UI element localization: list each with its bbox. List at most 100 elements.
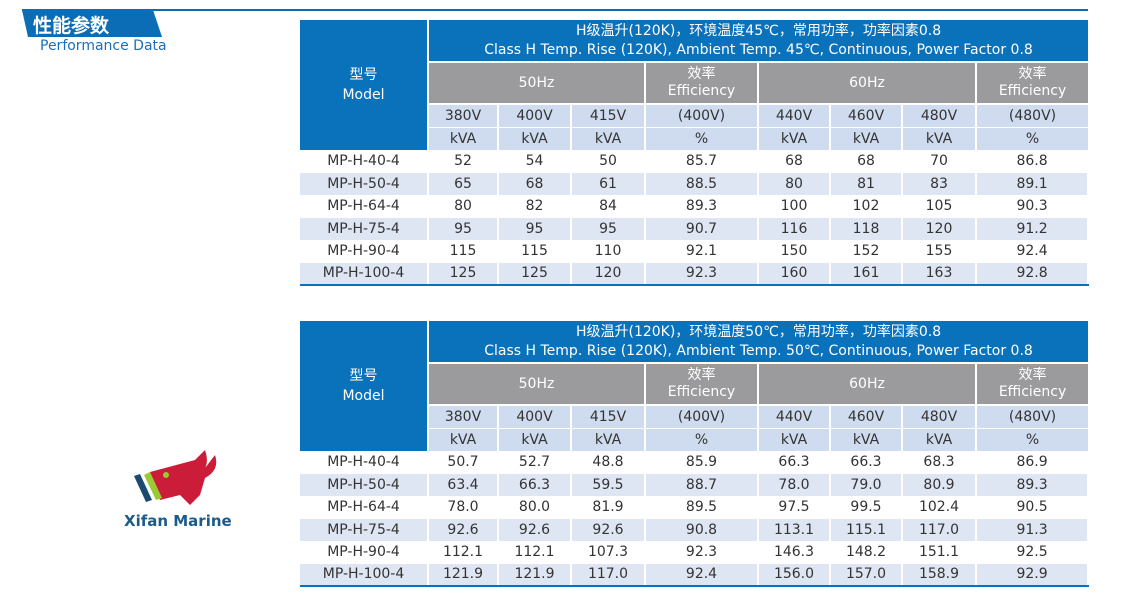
value-cell: 92.3	[645, 262, 759, 286]
value-cell: 118	[830, 217, 903, 240]
value-cell: 91.2	[976, 217, 1090, 240]
value-cell: 105	[902, 195, 977, 218]
value-cell: 95	[498, 217, 572, 240]
value-cell: 90.3	[976, 195, 1090, 218]
value-cell: 92.9	[976, 563, 1090, 587]
unit-header: kVA	[830, 427, 903, 451]
value-cell: 99.5	[830, 496, 903, 519]
value-cell: 92.4	[645, 563, 759, 587]
voltage-header: 460V	[830, 404, 903, 428]
table-row: MP-H-90-4 112.1 112.1 107.3 92.3 146.3 148.2 15…	[300, 541, 1090, 564]
value-cell: 112.1	[428, 541, 499, 564]
value-cell: 86.8	[976, 150, 1090, 173]
voltage-header: (400V)	[645, 103, 759, 127]
table-row: MP-H-75-4 95 95 95 90.7 116 118 120 91.2	[300, 217, 1090, 240]
model-cell: MP-H-50-4	[300, 172, 429, 195]
value-cell: 81.9	[571, 496, 646, 519]
value-cell: 80	[758, 172, 831, 195]
model-cell: MP-H-50-4	[300, 473, 429, 496]
eff-cn: 效率	[687, 66, 716, 82]
voltage-header: 400V	[498, 404, 572, 428]
value-cell: 117.0	[902, 518, 977, 541]
value-cell: 78.0	[428, 496, 499, 519]
value-cell: 92.6	[428, 518, 499, 541]
unit-header: %	[645, 427, 759, 451]
table-row: MP-H-100-4 121.9 121.9 117.0 92.4 156.0 157.0 1…	[300, 563, 1090, 587]
value-cell: 52	[428, 150, 499, 173]
value-cell: 79.0	[830, 473, 903, 496]
value-cell: 82	[498, 195, 572, 218]
efficiency-header-60: 效率 Efficiency	[976, 363, 1089, 405]
value-cell: 66.3	[758, 451, 831, 474]
voltage-header: 380V	[428, 103, 499, 127]
table-title: H级温升(120K)，环境温度45℃，常用功率，功率因素0.8 Class H T…	[428, 20, 1089, 63]
table-row: MP-H-100-4 125 125 120 92.3 160 161 163 92.8	[300, 262, 1090, 286]
value-cell: 91.3	[976, 518, 1090, 541]
eff-en: Efficiency	[998, 83, 1067, 99]
value-cell: 85.7	[645, 150, 759, 173]
voltage-header: 480V	[902, 103, 977, 127]
value-cell: 54	[498, 150, 572, 173]
unit-header: kVA	[571, 126, 646, 150]
value-cell: 80	[428, 195, 499, 218]
unit-header: kVA	[758, 126, 831, 150]
model-cell: MP-H-90-4	[300, 240, 429, 263]
unit-header: %	[976, 427, 1089, 451]
value-cell: 157.0	[830, 563, 903, 587]
value-cell: 125	[498, 262, 572, 286]
unit-header: kVA	[428, 427, 499, 451]
value-cell: 120	[571, 262, 646, 286]
performance-table-2: 型号 Model H级温升(120K)，环境温度50℃，常用功率，功率因素0.8 C…	[300, 321, 1090, 587]
value-cell: 115	[428, 240, 499, 263]
eff-cn: 效率	[1018, 66, 1047, 82]
model-cell: MP-H-75-4	[300, 217, 429, 240]
unit-header: %	[645, 126, 759, 150]
value-cell: 117.0	[571, 563, 646, 587]
table-row: MP-H-64-4 80 82 84 89.3 100 102 105 90.3	[300, 195, 1090, 218]
value-cell: 92.6	[498, 518, 572, 541]
unit-header: kVA	[902, 126, 977, 150]
voltage-header: 480V	[902, 404, 977, 428]
value-cell: 88.7	[645, 473, 759, 496]
value-cell: 121.9	[428, 563, 499, 587]
value-cell: 102.4	[902, 496, 977, 519]
value-cell: 116	[758, 217, 831, 240]
value-cell: 84	[571, 195, 646, 218]
value-cell: 146.3	[758, 541, 831, 564]
table-title-en: Class H Temp. Rise (120K), Ambient Temp.…	[484, 342, 1033, 359]
value-cell: 68	[498, 172, 572, 195]
watermark-text: Xifan Marine	[124, 512, 232, 530]
value-cell: 66.3	[498, 473, 572, 496]
eff-en: Efficiency	[667, 384, 736, 400]
model-cell: MP-H-100-4	[300, 262, 429, 286]
value-cell: 92.4	[976, 240, 1090, 263]
value-cell: 50.7	[428, 451, 499, 474]
performance-table-1: 型号 Model H级温升(120K)，环境温度45℃，常用功率，功率因素0.8 C…	[300, 20, 1090, 286]
hz60-header: 60Hz	[758, 363, 977, 405]
model-header-cn: 型号	[349, 67, 378, 83]
value-cell: 63.4	[428, 473, 499, 496]
value-cell: 59.5	[571, 473, 646, 496]
voltage-header: 440V	[758, 103, 831, 127]
voltage-header: (480V)	[976, 103, 1089, 127]
value-cell: 86.9	[976, 451, 1090, 474]
value-cell: 158.9	[902, 563, 977, 587]
voltage-header: 440V	[758, 404, 831, 428]
value-cell: 112.1	[498, 541, 572, 564]
unit-header: kVA	[428, 126, 499, 150]
value-cell: 50	[571, 150, 646, 173]
unit-header: kVA	[758, 427, 831, 451]
value-cell: 90.7	[645, 217, 759, 240]
value-cell: 90.5	[976, 496, 1090, 519]
model-header: 型号 Model	[300, 20, 429, 150]
value-cell: 92.5	[976, 541, 1090, 564]
value-cell: 163	[902, 262, 977, 286]
model-cell: MP-H-75-4	[300, 518, 429, 541]
table-row: MP-H-50-4 63.4 66.3 59.5 88.7 78.0 79.0 80.9 89.…	[300, 473, 1090, 496]
value-cell: 125	[428, 262, 499, 286]
value-cell: 61	[571, 172, 646, 195]
value-cell: 113.1	[758, 518, 831, 541]
model-header: 型号 Model	[300, 321, 429, 451]
eff-cn: 效率	[687, 367, 716, 383]
value-cell: 155	[902, 240, 977, 263]
